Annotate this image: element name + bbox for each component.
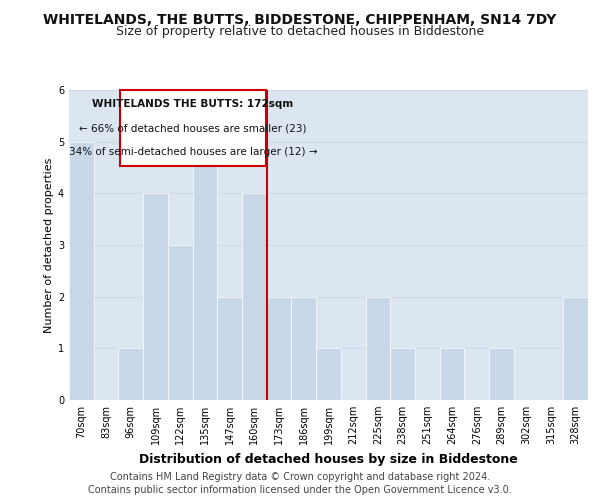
Y-axis label: Number of detached properties: Number of detached properties: [44, 158, 54, 332]
Bar: [316, 348, 341, 400]
Bar: [143, 194, 168, 400]
Bar: [118, 348, 143, 400]
Bar: [193, 142, 217, 400]
Bar: [292, 296, 316, 400]
FancyBboxPatch shape: [119, 90, 266, 166]
Bar: [69, 142, 94, 400]
Text: Contains HM Land Registry data © Crown copyright and database right 2024.: Contains HM Land Registry data © Crown c…: [110, 472, 490, 482]
Bar: [365, 296, 390, 400]
Text: Contains public sector information licensed under the Open Government Licence v3: Contains public sector information licen…: [88, 485, 512, 495]
Bar: [489, 348, 514, 400]
Bar: [390, 348, 415, 400]
Bar: [563, 296, 588, 400]
Bar: [242, 194, 267, 400]
Bar: [267, 296, 292, 400]
Bar: [217, 296, 242, 400]
Text: ← 66% of detached houses are smaller (23): ← 66% of detached houses are smaller (23…: [79, 123, 307, 133]
Text: Size of property relative to detached houses in Biddestone: Size of property relative to detached ho…: [116, 25, 484, 38]
X-axis label: Distribution of detached houses by size in Biddestone: Distribution of detached houses by size …: [139, 452, 518, 466]
Text: 34% of semi-detached houses are larger (12) →: 34% of semi-detached houses are larger (…: [68, 147, 317, 157]
Bar: [168, 245, 193, 400]
Text: WHITELANDS THE BUTTS: 172sqm: WHITELANDS THE BUTTS: 172sqm: [92, 100, 293, 110]
Text: WHITELANDS, THE BUTTS, BIDDESTONE, CHIPPENHAM, SN14 7DY: WHITELANDS, THE BUTTS, BIDDESTONE, CHIPP…: [43, 12, 557, 26]
Bar: [440, 348, 464, 400]
